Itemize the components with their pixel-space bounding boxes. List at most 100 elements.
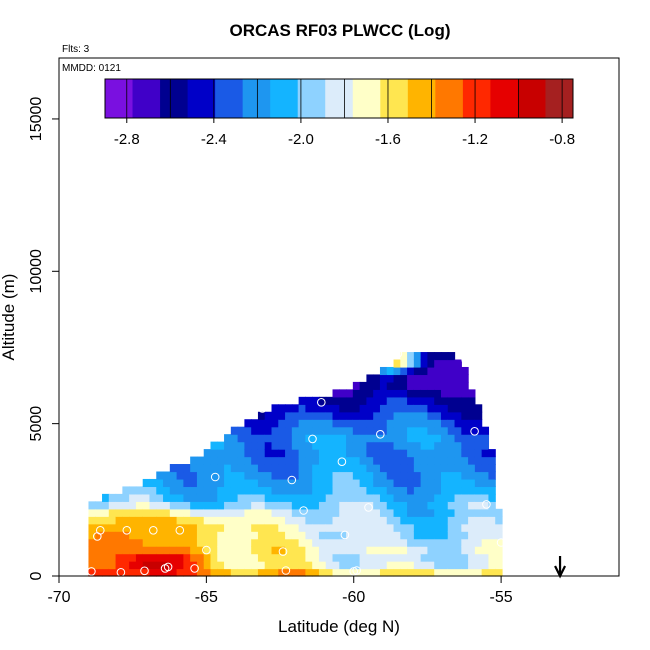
heatmap-cell bbox=[407, 381, 415, 390]
heatmap-cell bbox=[352, 508, 361, 517]
heatmap-cell bbox=[474, 441, 483, 450]
observation-points bbox=[87, 349, 506, 577]
heatmap-cell bbox=[346, 478, 354, 488]
heatmap-cell bbox=[291, 516, 300, 525]
heatmap-cell bbox=[318, 501, 327, 510]
heatmap-cell bbox=[169, 568, 178, 577]
heatmap-cell bbox=[386, 434, 395, 443]
heatmap-cell bbox=[461, 456, 469, 465]
heatmap-cell bbox=[379, 508, 388, 517]
heatmap-cell bbox=[183, 553, 191, 562]
heatmap-cell bbox=[244, 531, 252, 540]
heatmap-cell bbox=[251, 546, 259, 555]
heatmap-cell bbox=[305, 546, 313, 555]
heatmap-cell bbox=[440, 389, 449, 398]
heatmap-cell bbox=[210, 501, 218, 510]
heatmap-cell bbox=[163, 493, 171, 502]
heatmap-cell bbox=[454, 359, 462, 368]
heatmap-cell bbox=[379, 538, 388, 547]
heatmap-cell bbox=[379, 561, 388, 570]
heatmap-cell bbox=[481, 471, 490, 480]
heatmap-cell bbox=[196, 546, 205, 555]
heatmap-cell bbox=[454, 434, 462, 443]
heatmap-cell bbox=[440, 449, 449, 458]
heatmap-cell bbox=[203, 486, 212, 495]
heatmap-cell bbox=[386, 531, 395, 540]
heatmap-cell bbox=[386, 464, 395, 473]
heatmap-cell bbox=[285, 434, 293, 443]
heatmap-cell bbox=[156, 478, 164, 488]
colorbar-swatch bbox=[545, 79, 574, 118]
heatmap-cell bbox=[271, 568, 279, 577]
heatmap-cell bbox=[440, 501, 449, 510]
heatmap-cell bbox=[318, 508, 327, 517]
heatmap-cell bbox=[196, 531, 205, 540]
heatmap-cell bbox=[325, 426, 334, 435]
heatmap-cell bbox=[264, 471, 273, 480]
heatmap-cell bbox=[400, 404, 408, 413]
heatmap-cell bbox=[217, 553, 225, 562]
heatmap-cell bbox=[271, 531, 279, 540]
heatmap-cell bbox=[291, 508, 300, 517]
heatmap-cell bbox=[454, 411, 462, 420]
heatmap-cell bbox=[461, 478, 469, 488]
heatmap-cell bbox=[149, 486, 157, 495]
heatmap-cell bbox=[440, 381, 449, 390]
heatmap-cell bbox=[468, 553, 476, 562]
heatmap-cell bbox=[461, 486, 469, 495]
heatmap-cell bbox=[447, 426, 456, 435]
heatmap-cell bbox=[373, 478, 381, 488]
heatmap-cell bbox=[257, 434, 266, 443]
heatmap-cell bbox=[190, 464, 198, 473]
heatmap-cell bbox=[427, 419, 435, 428]
heatmap-cell bbox=[434, 523, 442, 532]
heatmap-cell bbox=[488, 568, 496, 577]
heatmap-cell bbox=[122, 486, 130, 495]
observation-point bbox=[140, 566, 149, 576]
heatmap-cell bbox=[318, 553, 327, 562]
observation-point bbox=[340, 530, 350, 540]
heatmap-cell bbox=[325, 404, 334, 413]
heatmap-cell bbox=[386, 546, 395, 555]
heatmap-cell bbox=[346, 531, 354, 540]
heatmap-cell bbox=[339, 508, 347, 517]
heatmap-cell bbox=[203, 449, 212, 458]
heatmap-cell bbox=[359, 471, 368, 480]
heatmap-cell bbox=[298, 471, 306, 480]
heatmap-cell bbox=[312, 516, 320, 525]
heatmap-cell bbox=[434, 396, 442, 405]
heatmap-cell bbox=[115, 546, 123, 555]
heatmap-cell bbox=[278, 501, 286, 510]
colorbar-tick-label: -2.0 bbox=[288, 131, 314, 148]
heatmap-cell bbox=[149, 561, 157, 570]
heatmap-cell bbox=[413, 426, 422, 435]
heatmap-cell bbox=[474, 493, 483, 502]
heatmap-cell bbox=[102, 561, 110, 570]
heatmap-cell bbox=[318, 456, 327, 465]
heatmap-cell bbox=[169, 464, 178, 473]
heatmap-cell bbox=[359, 546, 368, 555]
heatmap-cell bbox=[190, 546, 198, 555]
heatmap-cell bbox=[88, 553, 96, 562]
heatmap-cell bbox=[257, 493, 266, 502]
heatmap-cell bbox=[447, 411, 456, 420]
heatmap-cell bbox=[400, 441, 408, 450]
heatmap-cell bbox=[291, 464, 300, 473]
heatmap-cell bbox=[332, 449, 340, 458]
heatmap-cell bbox=[129, 553, 137, 562]
heatmap-cell bbox=[366, 411, 374, 420]
heatmap-cell bbox=[142, 538, 151, 547]
heatmap-cell bbox=[495, 561, 503, 570]
heatmap-cell bbox=[434, 546, 442, 555]
heatmap-cell bbox=[468, 523, 476, 532]
heatmap-cell bbox=[149, 516, 157, 525]
heatmap-cell bbox=[427, 546, 435, 555]
heatmap-cell bbox=[163, 478, 171, 488]
heatmap-cell bbox=[427, 352, 435, 361]
heatmap-cell bbox=[176, 508, 184, 517]
heatmap-cell bbox=[183, 471, 191, 480]
heatmap-cell bbox=[318, 568, 327, 577]
heatmap-cell bbox=[359, 456, 368, 465]
heatmap-cell bbox=[176, 538, 184, 547]
heatmap-cell bbox=[169, 553, 178, 562]
